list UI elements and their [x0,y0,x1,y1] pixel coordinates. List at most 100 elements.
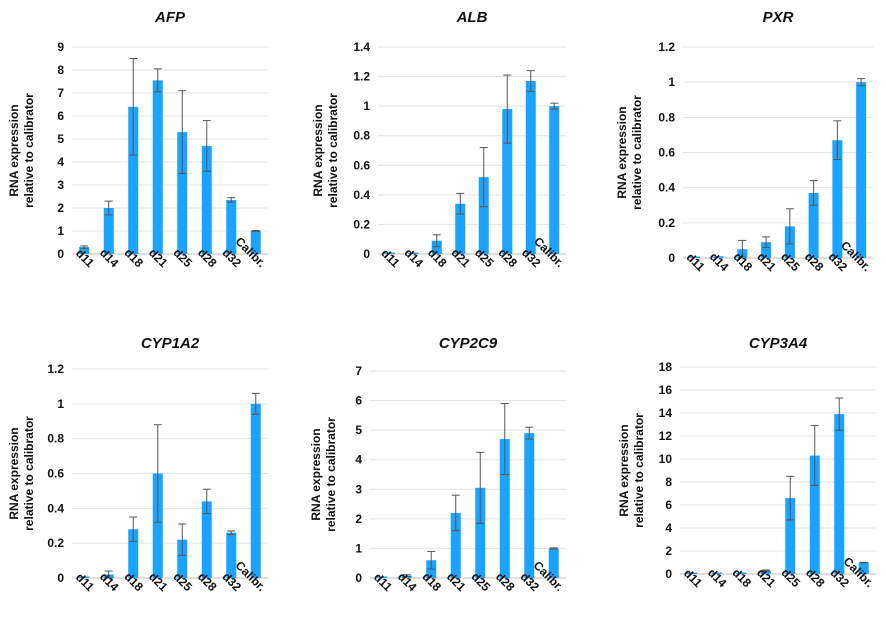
chart-title: CYP3A4 [749,335,808,352]
y-axis-label: relative to calibrator [326,93,340,208]
bar-d28 [499,439,510,578]
y-tick-label: 3 [57,178,64,192]
y-tick-label: 14 [659,406,673,420]
y-tick-label: 0.4 [658,181,675,195]
x-tick-label: d11 [378,246,402,270]
y-axis-label: RNA expression [309,428,323,520]
bar-d21 [760,570,771,574]
y-tick-label: 1.2 [47,362,64,376]
x-tick-label: d28 [195,570,220,595]
y-tick-label: 0 [57,571,64,585]
bar-d11 [377,576,388,578]
y-tick-label: 1 [57,224,64,238]
y-tick-label: 1.2 [658,40,675,54]
y-tick-label: 0.8 [658,110,675,124]
y-tick-label: 18 [659,360,673,374]
y-tick-label: 6 [355,394,362,408]
y-tick-label: 0.8 [47,432,64,446]
y-axis-label: relative to calibrator [22,416,36,531]
bar-d11 [687,572,698,574]
bar-d14 [408,252,419,254]
y-tick-label: 2 [355,512,362,526]
y-axis-label: RNA expression [617,424,631,516]
bar-d21 [761,242,772,258]
bar-d32 [226,199,237,254]
bar-d11 [384,252,395,254]
chart-title: AFP [154,9,186,26]
bar-d32 [834,414,845,574]
x-tick-label: d14 [705,566,730,591]
y-tick-label: 1 [363,99,370,113]
bar-d32 [524,433,535,578]
y-tick-label: 4 [57,155,64,169]
y-axis-label: relative to calibrator [22,93,36,208]
y-tick-label: 16 [659,383,673,397]
bar-d21 [450,512,461,578]
x-tick-label: d11 [73,246,97,270]
x-tick-label: d11 [73,570,97,594]
bar-d25 [475,487,486,578]
bar-Calibr. [858,562,869,574]
y-tick-label: 0.2 [353,217,370,231]
x-tick-label: d28 [803,566,828,591]
y-tick-label: 0.6 [353,158,370,172]
bar-Calibr. [549,106,560,255]
y-tick-label: 0 [355,571,362,585]
y-tick-label: 4 [665,521,672,535]
x-tick-label: d14 [97,570,122,595]
y-tick-label: 6 [665,498,672,512]
bar-d14 [103,208,114,254]
x-tick-label: d18 [730,566,755,591]
bar-d25 [785,498,796,574]
y-axis-label: relative to calibrator [324,417,338,532]
x-tick-label: d28 [493,570,518,595]
bar-Calibr. [856,82,867,259]
y-tick-label: 0 [665,567,672,581]
bar-d14 [711,572,722,574]
y-tick-label: 8 [57,63,64,77]
x-tick-label: d28 [195,246,220,271]
bar-d21 [152,80,163,254]
chart-2: PXR RNA expression relative to calibrator 0… [615,9,874,274]
bar-d28 [201,501,212,578]
y-tick-label: 0 [363,247,370,261]
x-tick-label: d21 [146,246,171,271]
bar-d21 [152,473,163,578]
y-tick-label: 12 [659,429,673,443]
y-tick-label: 1 [355,541,362,555]
x-tick-label: d18 [731,250,756,275]
y-tick-label: 5 [57,132,64,146]
y-axis-label: RNA expression [615,106,629,198]
y-tick-label: 8 [665,475,672,489]
chart-3: CYP1A2 RNA expression relative to calibrat… [7,335,269,594]
chart-5: CYP3A4 RNA expression relative to calibrat… [617,335,877,590]
y-tick-label: 5 [355,423,362,437]
y-tick-label: 0 [668,251,675,265]
x-tick-label: d25 [778,250,803,275]
bar-d18 [128,529,139,578]
x-tick-label: d28 [802,250,827,275]
x-tick-label: d11 [684,250,708,274]
bar-d28 [809,455,820,574]
bar-d32 [525,81,536,254]
x-tick-label: d11 [681,566,705,590]
y-tick-label: 10 [659,452,673,466]
y-tick-label: 0.6 [47,467,64,481]
bar-d11 [79,576,90,578]
y-tick-label: 0.4 [47,501,64,515]
y-axis-label: RNA expression [311,104,325,196]
bar-d32 [226,532,237,578]
y-tick-label: 1 [668,75,675,89]
y-tick-label: 4 [355,453,362,467]
x-tick-label: d28 [496,246,521,271]
bar-d25 [177,132,188,254]
x-tick-label: d25 [469,570,494,595]
y-tick-label: 2 [665,544,672,558]
x-tick-label: d14 [402,246,427,271]
x-tick-label: d25 [779,566,804,591]
y-tick-label: 1.4 [353,40,370,54]
y-axis-label: RNA expression [7,427,21,519]
y-tick-label: 7 [57,86,64,100]
y-tick-label: 0.8 [353,129,370,143]
